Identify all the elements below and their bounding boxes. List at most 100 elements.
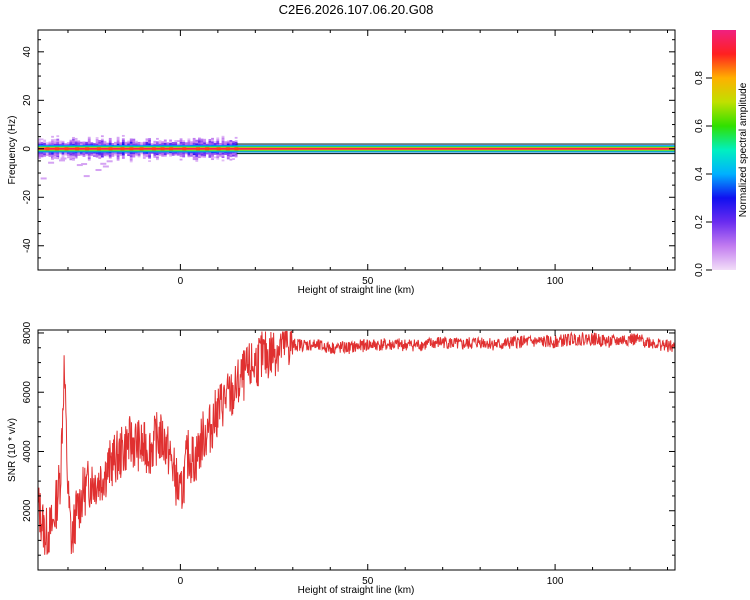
spectrogram-cell xyxy=(216,156,220,158)
spectrogram-cell xyxy=(229,143,233,146)
spectrogram-cell xyxy=(182,152,186,154)
spectrogram-cell xyxy=(132,142,136,144)
spectrogram-cell xyxy=(148,155,151,157)
spectrogram-cell xyxy=(182,155,186,158)
spectrogram-cell xyxy=(77,140,81,143)
spectrogram-cell xyxy=(72,153,75,156)
spectrogram-cell xyxy=(124,141,128,144)
spectrogram-cell xyxy=(137,141,141,144)
spectrogram-cell xyxy=(93,155,96,157)
spectrogram-cell xyxy=(45,152,49,155)
spectrogram-cell xyxy=(119,143,123,146)
spectrogram-cell xyxy=(197,140,201,143)
spectrogram-cell xyxy=(129,158,133,161)
spectrogram-cell xyxy=(132,152,136,155)
spectrogram-cell xyxy=(158,153,162,156)
spectrogram-cell xyxy=(67,156,74,159)
spectrogram-cell xyxy=(129,143,133,146)
spectrogram-peak xyxy=(64,147,69,151)
spectrogram-peak xyxy=(151,147,156,151)
spectrogram-cell xyxy=(66,154,70,156)
spectrogram-cell xyxy=(163,139,167,142)
spectrogram-cell xyxy=(148,141,151,144)
spectrogram-cell xyxy=(129,155,133,158)
spectrogram-cell xyxy=(66,142,70,145)
spectrogram-cell xyxy=(114,152,117,154)
spectrogram-cell xyxy=(108,139,112,142)
spectrogram-cell xyxy=(163,154,167,157)
spectrogram-cell xyxy=(74,139,78,142)
spectrogram-cell xyxy=(132,155,136,158)
spectrogram-cell xyxy=(72,138,75,141)
spectrogram-cell xyxy=(116,143,120,146)
spectrogram-cell xyxy=(203,155,207,158)
spectrogram-cell xyxy=(82,143,86,146)
spectrogram-cell xyxy=(195,155,199,157)
spectrogram-cell xyxy=(100,153,104,156)
spectrogram-cell xyxy=(169,141,172,144)
spectrogram-cell xyxy=(158,152,162,154)
spectrogram-cell xyxy=(169,139,172,142)
spectrogram-cell xyxy=(40,152,44,154)
spectrogram-cell xyxy=(229,151,233,154)
spectrogram-cell xyxy=(234,155,238,158)
spectrogram-cell xyxy=(208,155,212,158)
spectrogram-cell xyxy=(153,144,157,147)
spectrogram-cell xyxy=(142,151,146,154)
spectrogram-cell xyxy=(95,169,102,172)
spectrogram-cell xyxy=(93,151,96,154)
spectrogram-cell xyxy=(111,143,115,145)
spectrogram-cell xyxy=(82,151,86,154)
spectrogram-cell xyxy=(95,140,99,143)
spectrogram-peak xyxy=(205,147,210,151)
spectrogram-cell xyxy=(121,140,125,142)
spectrogram-cell xyxy=(145,138,149,141)
spectrogram-cell xyxy=(132,140,136,143)
spectrogram-cell xyxy=(156,158,159,161)
spectrogram-cell xyxy=(108,143,112,145)
spectrogram-cell xyxy=(53,140,57,143)
spectrogram-cell xyxy=(192,143,196,145)
spectrogram-cell xyxy=(216,157,220,160)
spectrogram-cell xyxy=(53,154,57,156)
spectrogram-cell xyxy=(224,153,228,155)
spectrogram-cell xyxy=(43,153,47,155)
spectrogram-cell xyxy=(69,139,73,142)
spectrogram-cell xyxy=(135,144,138,146)
spectrogram-cell xyxy=(211,137,214,140)
spectrogram-cell xyxy=(232,141,235,143)
spectrogram-cell xyxy=(116,152,120,154)
spectrogram-cell xyxy=(174,151,178,154)
colorbar-label: Normalized spectral amplitude xyxy=(738,82,749,217)
spectrogram-xtick-label: 50 xyxy=(362,276,374,287)
spectrogram-cell xyxy=(218,153,222,156)
spectrogram-cell xyxy=(51,154,54,157)
spectrogram-cell xyxy=(163,153,167,155)
spectrogram-xtick-label: 0 xyxy=(178,276,184,287)
spectrogram-cell xyxy=(90,152,94,155)
spectrogram-cell xyxy=(127,144,130,146)
spectrogram-cell xyxy=(142,157,146,159)
spectrogram-cell xyxy=(213,142,217,145)
spectrogram-peak xyxy=(225,147,230,151)
spectrogram-cell xyxy=(74,156,78,159)
spectrogram-cell xyxy=(174,143,178,146)
spectrogram-cell xyxy=(153,154,157,157)
spectrogram-cell xyxy=(56,155,60,158)
spectrogram-peak xyxy=(234,147,239,151)
spectrogram-cell xyxy=(226,155,230,158)
colorbar-gradient xyxy=(712,30,736,270)
colorbar-tick-label: 0.8 xyxy=(694,71,705,85)
spectrogram-cell xyxy=(87,153,91,156)
snr-ylabel: SNR (10 * v/v) xyxy=(7,418,18,482)
spectrogram-cell xyxy=(135,152,138,155)
spectrogram-cell xyxy=(79,141,83,144)
spectrogram-cell xyxy=(83,175,90,178)
spectrogram-cell xyxy=(190,143,193,145)
spectrogram-cell xyxy=(121,151,125,154)
spectrogram-cell xyxy=(74,151,78,154)
spectrogram-cell xyxy=(187,153,191,156)
spectrogram-cell xyxy=(140,143,144,146)
spectrogram-cell xyxy=(145,151,149,154)
